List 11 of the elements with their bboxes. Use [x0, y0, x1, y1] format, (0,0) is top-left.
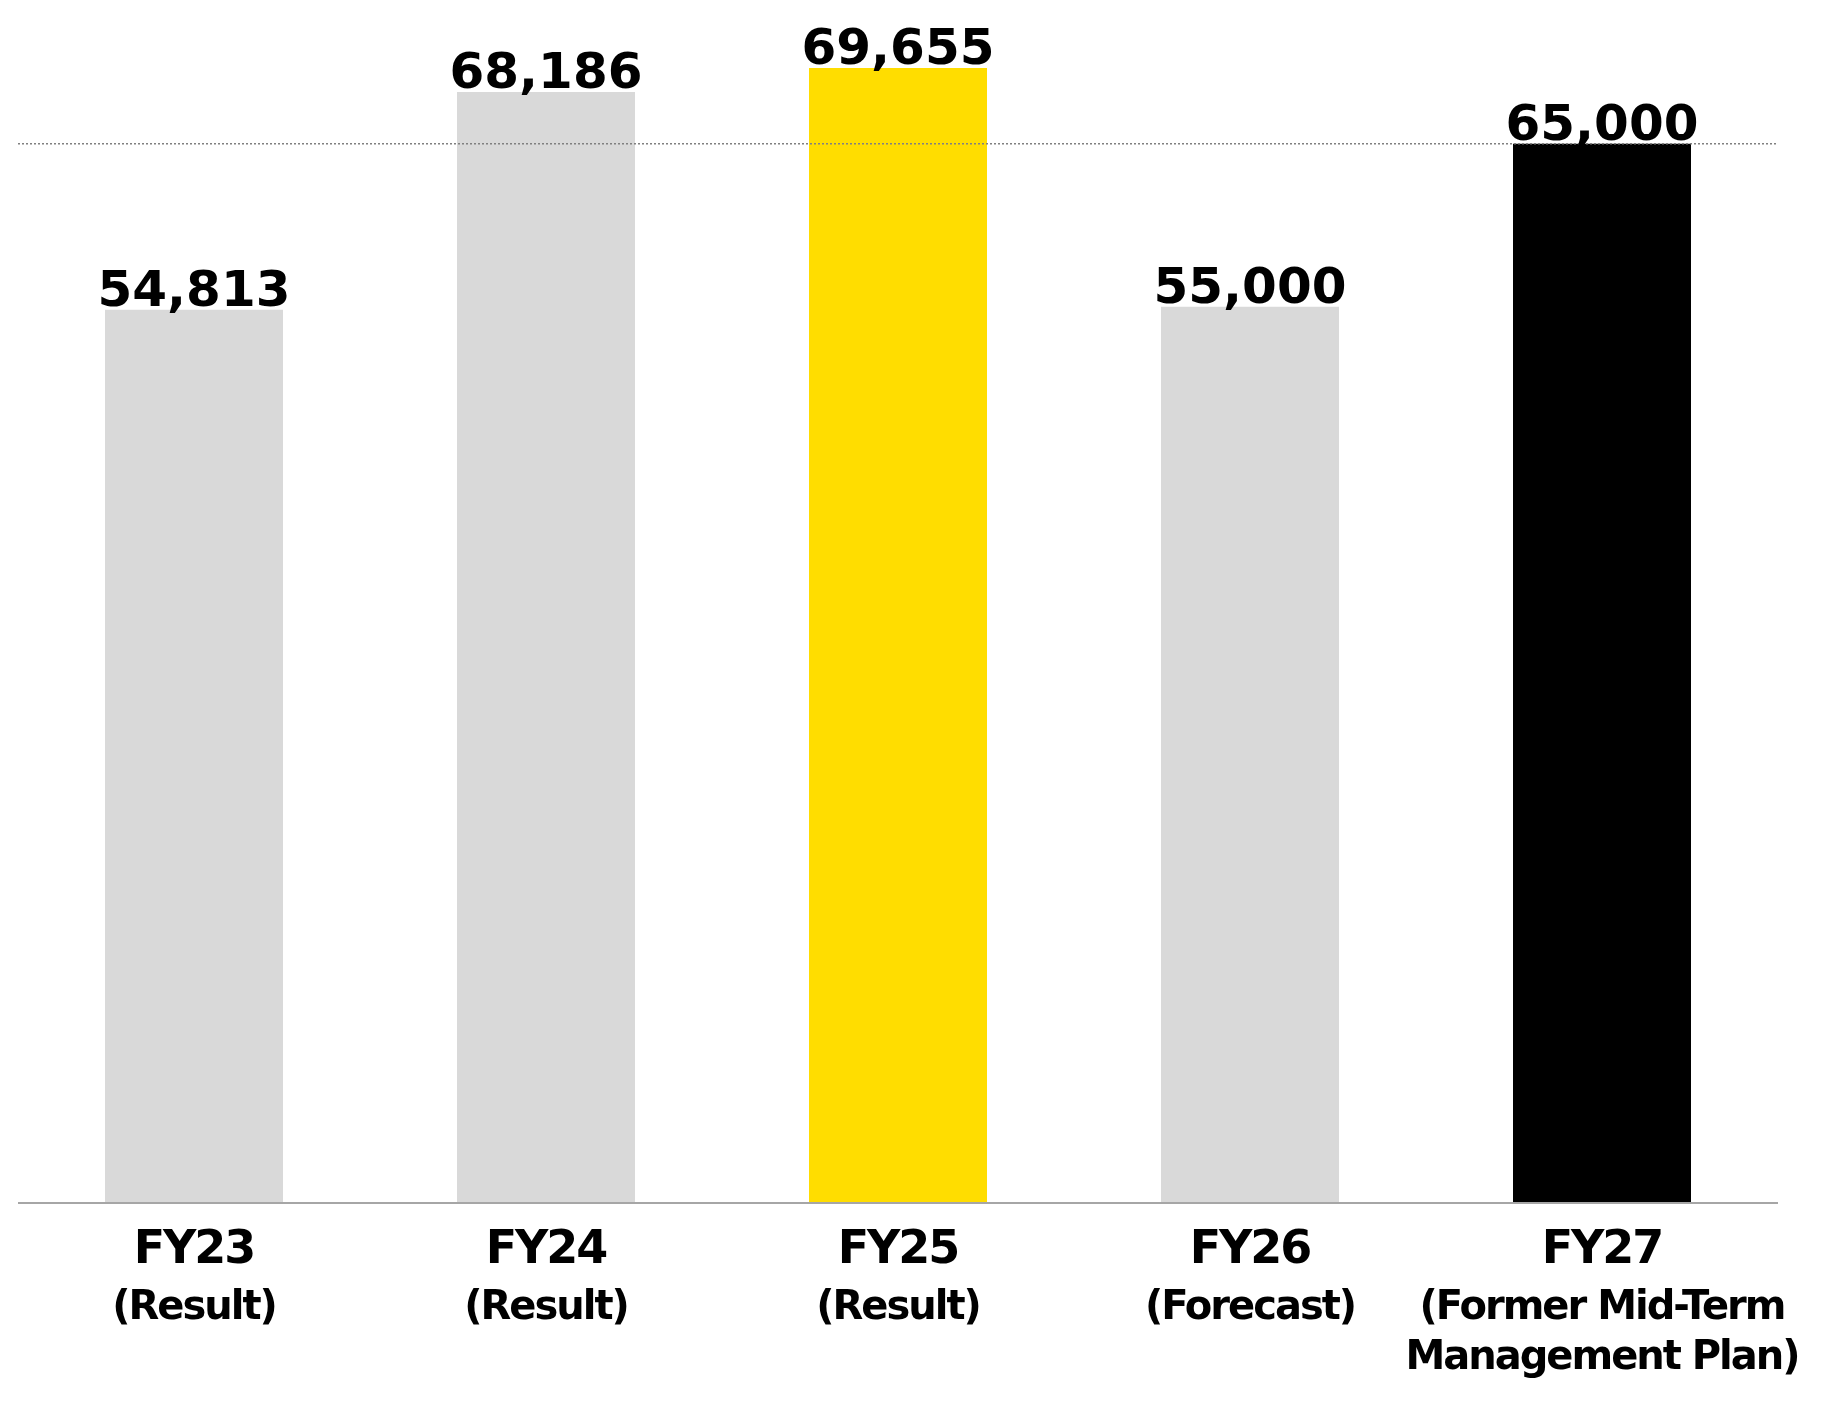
x-tick-label: FY23 (Result)	[112, 1220, 276, 1328]
data-label: 68,186	[449, 41, 643, 100]
bar	[1513, 143, 1691, 1203]
x-tick-label: FY27 (Former Mid-Term Management Plan)	[1405, 1220, 1799, 1378]
x-tick-label: FY26 (Forecast)	[1144, 1220, 1356, 1328]
x-tick-label: FY25 (Result)	[816, 1220, 980, 1328]
data-label: 55,000	[1153, 256, 1347, 315]
data-label: 69,655	[801, 18, 995, 76]
data-label: 54,813	[97, 259, 291, 318]
x-tick-label: FY24 (Result)	[464, 1220, 628, 1328]
data-label: 65,000	[1505, 93, 1699, 152]
